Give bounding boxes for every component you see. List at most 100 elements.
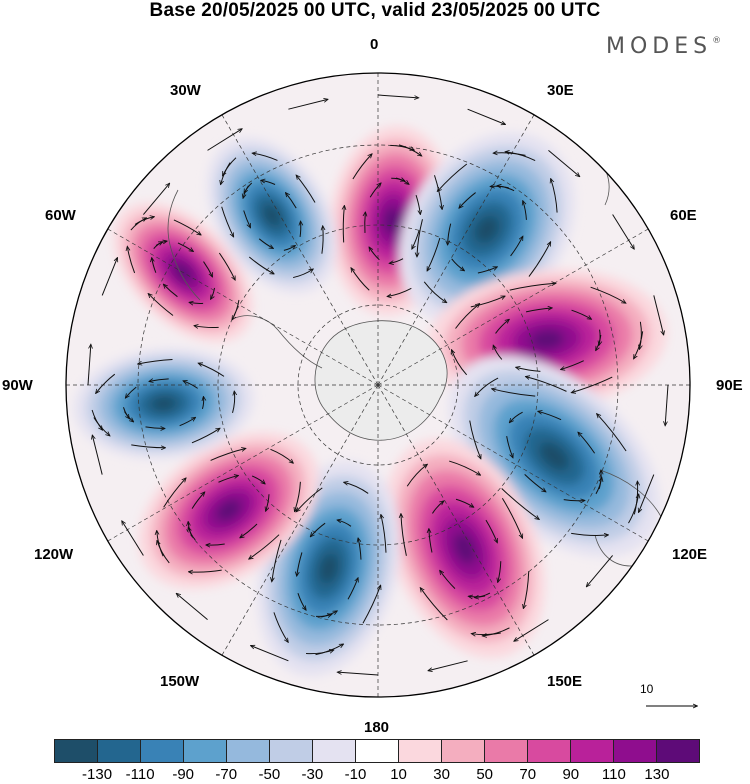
wind-arrow	[470, 296, 505, 308]
lon-label-0: 0	[370, 36, 379, 53]
wind-arrow	[148, 294, 174, 316]
wind-arrow	[288, 99, 327, 110]
colorbar-tick-label: 130	[644, 766, 670, 783]
wind-arrow	[300, 221, 301, 238]
wind-arrow	[523, 571, 530, 608]
colorbar-tick-label: -50	[258, 766, 281, 783]
wind-arrow	[639, 474, 655, 513]
reference-vector-label: 10	[640, 682, 654, 696]
wind-arrow	[423, 281, 446, 303]
wind-arrow	[177, 242, 193, 251]
anomaly-contour	[262, 204, 282, 227]
wind-arrow	[590, 286, 626, 303]
meridian-line	[377, 384, 535, 656]
wind-arrow	[206, 544, 225, 545]
wind-arrow	[191, 492, 204, 509]
polar-stereographic-map	[65, 72, 750, 735]
wind-arrow	[525, 308, 552, 313]
wind-arrow	[87, 345, 91, 386]
colorbar-tick-label: -110	[125, 766, 155, 783]
wind-arrow	[498, 561, 502, 582]
wind-arrow	[194, 326, 219, 328]
wind-arrow	[122, 521, 144, 556]
wind-arrow	[164, 284, 178, 298]
wind-arrow	[321, 611, 337, 618]
anomaly-contour	[474, 215, 500, 244]
wind-arrow	[451, 258, 464, 271]
colorbar-swatch	[55, 740, 97, 762]
wind-arrow	[153, 242, 163, 249]
wind-arrow	[438, 163, 468, 191]
anomaly-contour	[150, 395, 177, 412]
wind-arrow	[347, 578, 358, 600]
wind-arrow	[509, 283, 556, 291]
wind-arrow	[272, 539, 282, 582]
wind-arrow	[475, 377, 499, 396]
colorbar-tick-label: -90	[172, 766, 195, 783]
wind-arrow	[173, 219, 201, 235]
wind-arrow	[428, 660, 468, 671]
anomaly-contour	[215, 499, 242, 522]
wind-arrow	[369, 183, 381, 198]
wind-arrow	[510, 237, 523, 257]
colorbar-swatch	[312, 740, 355, 762]
wind-arrow	[459, 192, 476, 208]
colorbar-tick-label: 10	[390, 766, 407, 783]
wind-arrow	[101, 258, 117, 296]
map-title: Base 20/05/2025 00 UTC, valid 23/05/2025…	[149, 0, 601, 21]
wind-arrow	[210, 449, 246, 461]
anomaly-contour	[453, 532, 477, 564]
wind-arrow	[127, 247, 136, 274]
wind-arrow	[163, 478, 186, 508]
wind-arrow	[322, 226, 323, 254]
meridian-line	[107, 228, 379, 386]
colorbar	[54, 739, 700, 763]
wind-arrow	[297, 552, 303, 575]
antarctica	[314, 320, 448, 441]
colorbar-swatch	[226, 740, 269, 762]
wind-arrow	[477, 267, 497, 274]
wind-arrow	[352, 154, 372, 180]
map-boundary	[65, 72, 691, 698]
wind-arrow	[145, 427, 165, 429]
colorbar-ticks: -130 -110 -90 -70 -50 -30 -10 10 30 50 70 90 110 130	[0, 766, 750, 784]
lon-label-30e: 30E	[547, 82, 574, 99]
wind-arrow	[177, 594, 208, 620]
wind-arrow	[248, 256, 274, 274]
wind-arrow	[391, 178, 404, 181]
wind-arrow	[578, 432, 596, 454]
wind-arrow	[597, 414, 627, 452]
wind-arrow	[406, 464, 427, 487]
wind-arrow	[189, 569, 222, 572]
wind-arrow	[211, 287, 216, 299]
lon-label-90e: 90E	[716, 377, 743, 394]
lon-label-120e: 120E	[672, 546, 708, 563]
wind-arrow	[528, 242, 551, 277]
wind-arrow	[572, 376, 613, 392]
colorbar-tick-label: -70	[215, 766, 238, 783]
meridian-line	[377, 384, 649, 542]
colorbar-swatch	[484, 740, 527, 762]
wind-arrow	[337, 520, 352, 527]
wind-arrow	[221, 206, 234, 237]
wind-arrow	[344, 482, 369, 494]
wind-arrow	[218, 252, 235, 280]
wind-arrow	[296, 175, 316, 203]
wind-arrow	[587, 555, 613, 586]
wind-arrow	[311, 522, 326, 536]
wind-arrow	[191, 428, 220, 444]
colorbar-tick-label: -10	[344, 766, 367, 783]
anomaly-contour	[539, 441, 570, 471]
wind-arrow	[92, 435, 103, 475]
anomaly-contour	[529, 329, 565, 350]
wind-arrow	[131, 444, 165, 448]
lon-label-90w: 90W	[2, 377, 33, 394]
wind-arrow	[96, 373, 116, 393]
wind-arrow	[455, 304, 480, 329]
colorbar-swatch	[183, 740, 226, 762]
wind-arrow	[143, 184, 169, 215]
wind-arrow	[598, 470, 601, 490]
wind-arrow	[449, 460, 480, 475]
wind-arrow	[243, 210, 251, 228]
wind-arrow	[448, 223, 452, 245]
